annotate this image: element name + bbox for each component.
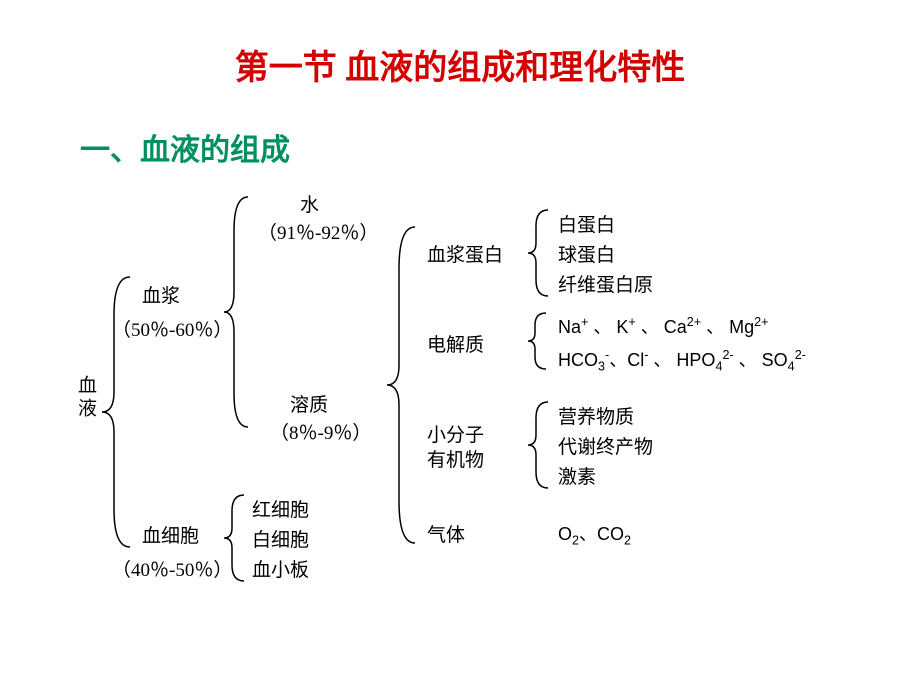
brace-cells: [222, 493, 250, 583]
cell-type-white: 白细胞: [252, 525, 309, 552]
section-heading: 一、血液的组成: [80, 125, 290, 169]
page-title: 第一节 血液的组成和理化特性: [0, 40, 920, 89]
plasma-label: 血浆: [142, 281, 180, 308]
water-label: 水: [300, 190, 319, 217]
plasma-protein-b: 球蛋白: [558, 240, 615, 267]
plasma-pct: （50％-60％）: [112, 315, 232, 342]
brace-plasma-protein: [526, 208, 554, 298]
brace-electrolyte: [526, 311, 552, 371]
electrolyte-label: 电解质: [427, 330, 484, 357]
root-label: 血液: [72, 375, 99, 421]
cells-pct: （40％-50％）: [112, 555, 232, 582]
slide-page: 第一节 血液的组成和理化特性 一、血液的组成 血液 血浆 （50％-60％） 血…: [0, 0, 920, 690]
electrolyte-cations: Na+ 、 K+ 、 Ca2+ 、 Mg2+: [558, 313, 769, 339]
electrolyte-anions: HCO3-、Cl- 、 HPO42- 、 SO42-: [558, 346, 806, 374]
water-pct: （91％-92％）: [258, 218, 378, 245]
brace-solute: [385, 225, 421, 545]
solute-label: 溶质: [290, 390, 328, 417]
plasma-protein-label: 血浆蛋白: [427, 240, 503, 267]
small-organic-c: 激素: [558, 462, 596, 489]
solute-pct: （8％-9％）: [270, 418, 371, 445]
small-organic-a: 营养物质: [558, 402, 634, 429]
brace-small-organic: [526, 400, 554, 490]
plasma-protein-c: 纤维蛋白原: [558, 270, 653, 297]
cell-type-platelet: 血小板: [252, 555, 309, 582]
brace-plasma: [222, 195, 254, 429]
plasma-protein-a: 白蛋白: [558, 210, 615, 237]
small-organic-label1: 小分子: [427, 420, 484, 447]
gas-label: 气体: [427, 520, 465, 547]
gas-values: O2、CO2: [558, 520, 631, 548]
cells-label: 血细胞: [142, 521, 199, 548]
cell-type-red: 红细胞: [252, 495, 309, 522]
small-organic-b: 代谢终产物: [558, 432, 653, 459]
small-organic-label2: 有机物: [427, 445, 484, 472]
